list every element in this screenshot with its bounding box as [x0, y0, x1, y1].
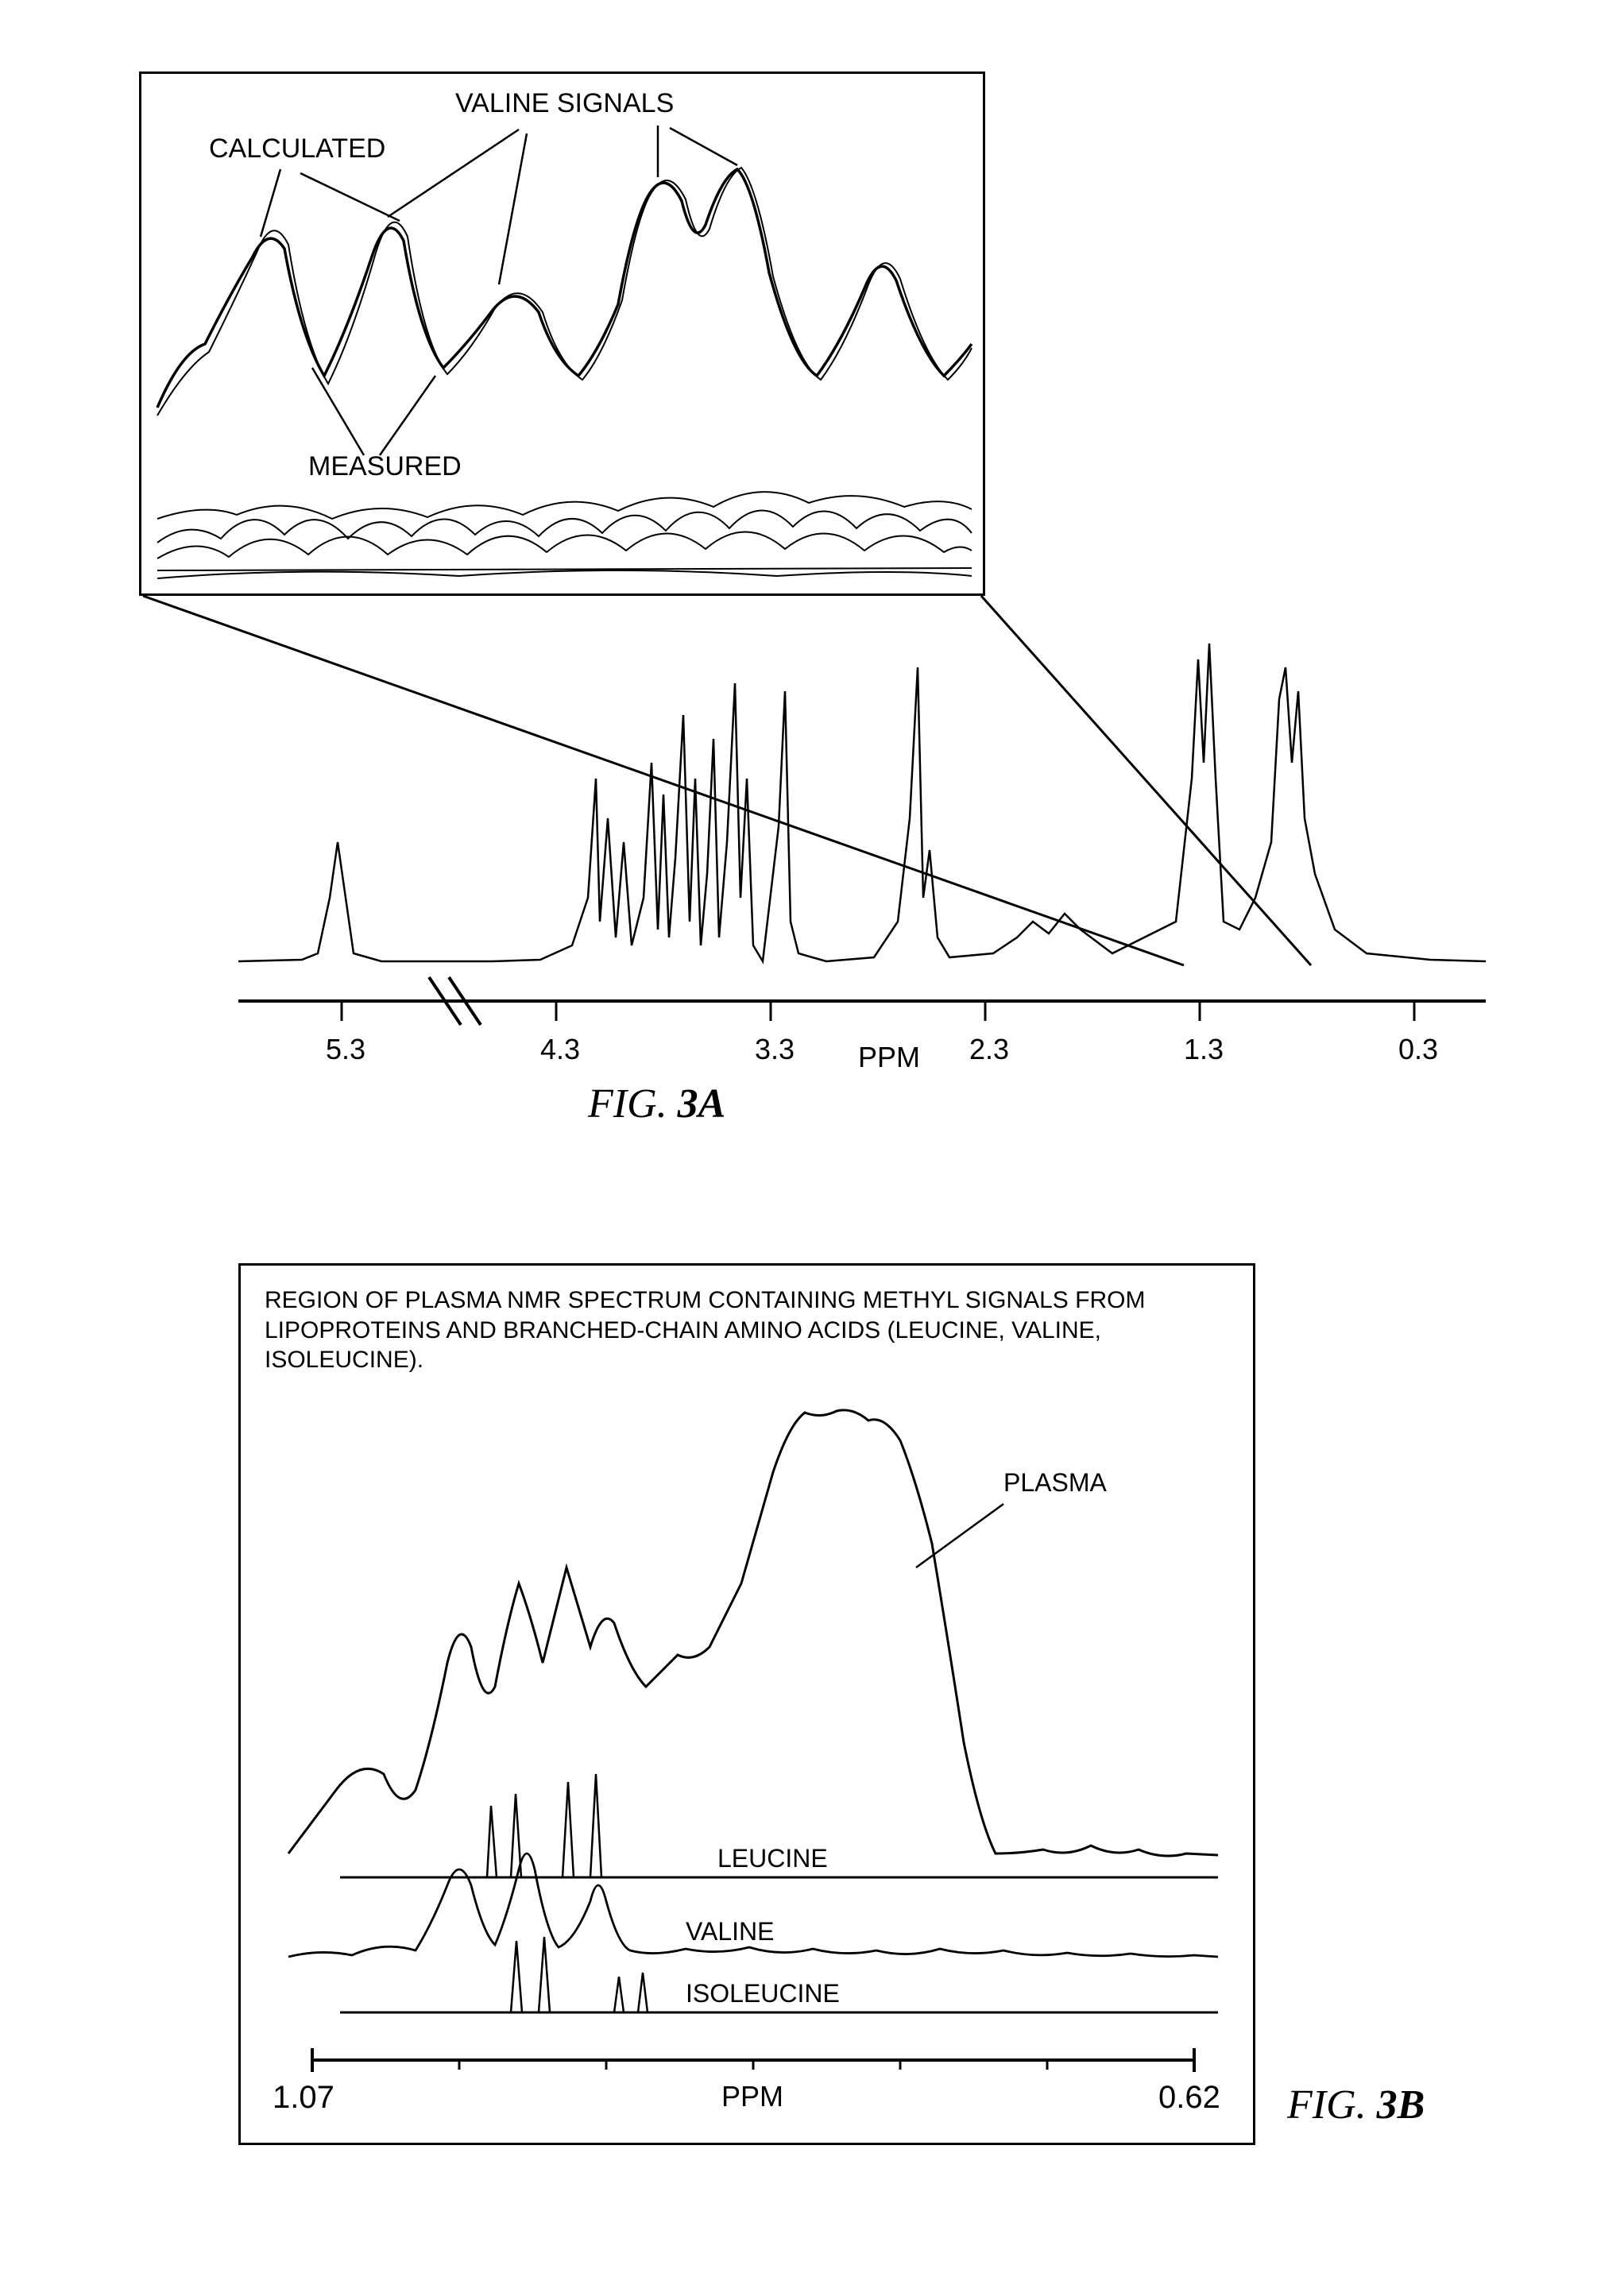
ppm-label-b: PPM — [721, 2080, 783, 2113]
label-valine: VALINE — [686, 1917, 774, 1946]
figb-panel: REGION OF PLASMA NMR SPECTRUM CONTAINING… — [238, 1263, 1255, 2145]
figb-title: REGION OF PLASMA NMR SPECTRUM CONTAINING… — [265, 1285, 1218, 1375]
label-calculated: CALCULATED — [209, 133, 385, 164]
fig-3b-caption: FIG. 3B — [1287, 2082, 1425, 2128]
fig-3a-caption: FIG. 3A — [588, 1080, 725, 1127]
main-spectrum-svg — [95, 620, 1525, 1176]
label-valine: VALINE SIGNALS — [455, 88, 674, 119]
inset-panel: CALCULATED VALINE SIGNALS MEASURED — [139, 72, 985, 596]
tick-03: 0.3 — [1398, 1033, 1438, 1066]
figb-svg — [241, 1266, 1258, 2147]
label-leucine: LEUCINE — [717, 1844, 828, 1873]
tick-left-b: 1.07 — [273, 2080, 334, 2116]
tick-43: 4.3 — [540, 1033, 580, 1066]
label-measured: MEASURED — [308, 451, 462, 482]
label-isoleucine: ISOLEUCINE — [686, 1979, 840, 2008]
tick-right-b: 0.62 — [1158, 2080, 1220, 2116]
tick-13: 1.3 — [1184, 1033, 1224, 1066]
tick-33: 3.3 — [755, 1033, 795, 1066]
figure-3b: REGION OF PLASMA NMR SPECTRUM CONTAINING… — [238, 1263, 1430, 2201]
figure-3a: 5.3 4.3 3.3 2.3 1.3 0.3 PPM FIG. 3A — [95, 48, 1525, 1176]
ppm-label-a: PPM — [858, 1041, 920, 1074]
tick-23: 2.3 — [969, 1033, 1009, 1066]
label-plasma: PLASMA — [1003, 1468, 1107, 1498]
tick-53: 5.3 — [326, 1033, 365, 1066]
